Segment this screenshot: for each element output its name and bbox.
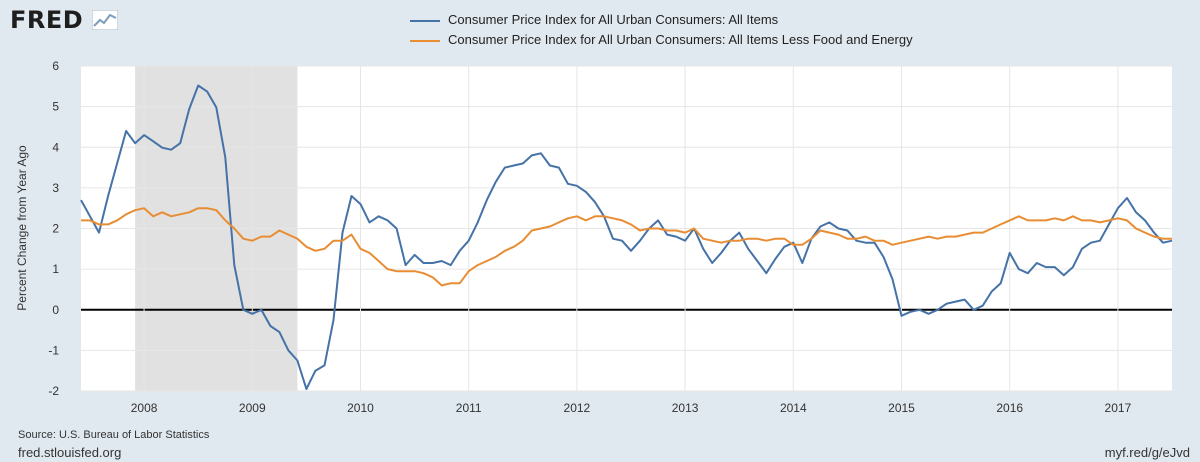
series-line-core xyxy=(81,207,1172,287)
legend-label-all-items: Consumer Price Index for All Urban Consu… xyxy=(448,12,779,27)
short-url[interactable]: myf.red/g/eJvd xyxy=(1104,445,1190,460)
x-axis-ticks: 2008 2009 2010 2011 2012 2013 2014 2015 2016 2017 xyxy=(131,401,1132,415)
fred-logo-chart-icon xyxy=(92,10,118,30)
x-tick-label: 2011 xyxy=(456,401,482,415)
x-tick-label: 2010 xyxy=(347,401,374,415)
x-tick-label: 2009 xyxy=(239,401,266,415)
grid-lines xyxy=(81,65,1172,392)
y-axis-title: Percent Change from Year Ago xyxy=(15,145,29,311)
x-tick-label: 2014 xyxy=(780,401,807,415)
x-tick-label: 2017 xyxy=(1105,401,1132,415)
x-tick-label: 2015 xyxy=(888,401,915,415)
y-tick-label: 5 xyxy=(52,100,59,114)
legend-swatch-all-items xyxy=(410,20,440,22)
x-tick-label: 2016 xyxy=(996,401,1023,415)
y-tick-label: -1 xyxy=(48,343,59,357)
legend-label-core: Consumer Price Index for All Urban Consu… xyxy=(448,32,913,47)
y-tick-label: 6 xyxy=(52,59,59,73)
y-tick-label: 1 xyxy=(52,262,59,276)
legend-item-all-items: Consumer Price Index for All Urban Consu… xyxy=(410,12,913,32)
y-axis-ticks: -2 -1 0 1 2 3 4 5 6 xyxy=(48,59,59,398)
y-tick-label: 0 xyxy=(52,303,59,317)
legend-swatch-core xyxy=(410,40,440,42)
y-tick-label: -2 xyxy=(48,384,59,398)
x-tick-label: 2012 xyxy=(564,401,591,415)
legend-item-core: Consumer Price Index for All Urban Consu… xyxy=(410,32,913,52)
y-tick-label: 2 xyxy=(52,222,59,236)
y-tick-label: 3 xyxy=(52,181,59,195)
chart-legend: Consumer Price Index for All Urban Consu… xyxy=(410,12,913,52)
y-tick-label: 4 xyxy=(52,140,59,154)
site-url[interactable]: fred.stlouisfed.org xyxy=(18,445,122,460)
source-note: Source: U.S. Bureau of Labor Statistics xyxy=(18,429,210,441)
fred-logo: FRED xyxy=(10,6,84,34)
x-tick-label: 2008 xyxy=(131,401,158,415)
series-line-all-items xyxy=(80,84,1173,390)
x-tick-label: 2013 xyxy=(672,401,699,415)
series-lines xyxy=(80,84,1173,390)
